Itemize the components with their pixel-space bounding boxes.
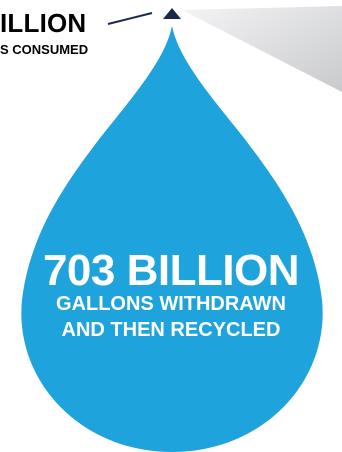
recycled-water-drop [21, 26, 323, 452]
consumed-amount-label: ILLION [0, 8, 87, 38]
recycled-description-line-1: GALLONS WITHDRAWN [56, 293, 286, 315]
consumed-description-label: S CONSUMED [0, 42, 89, 57]
recycled-amount-label: 703 BILLION [42, 246, 300, 295]
grey-wedge-shape [182, 6, 342, 92]
recycled-description-line-2: AND THEN RECYCLED [61, 319, 281, 341]
consumed-leader-line [107, 12, 153, 25]
consumed-water-tip [163, 8, 181, 19]
